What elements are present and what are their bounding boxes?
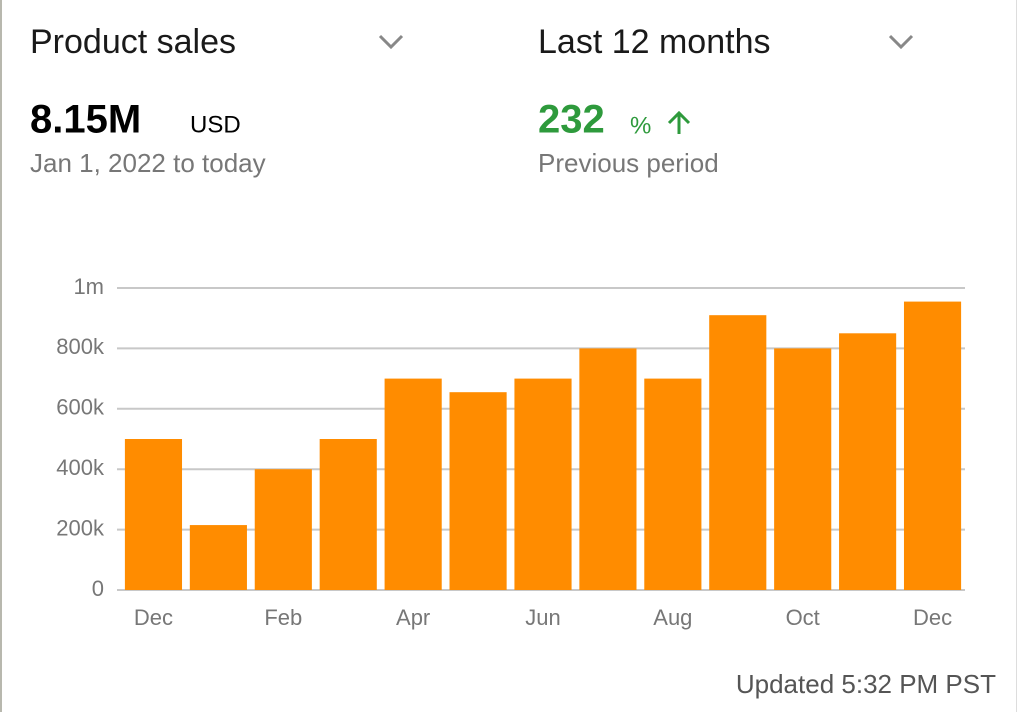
period-selector[interactable]: Last 12 months (538, 23, 770, 61)
change: 232 (538, 98, 605, 142)
x-tick-label: Feb (264, 605, 302, 630)
currency: USD (190, 111, 241, 138)
updated: Updated 5:32 PM PST (736, 669, 996, 699)
y-tick-label: 0 (92, 576, 104, 601)
x-tick-label: Apr (396, 605, 430, 630)
x-tick-label: Jun (525, 605, 560, 630)
bar (514, 378, 572, 590)
bar (319, 439, 377, 590)
bar (254, 469, 312, 590)
bar (839, 333, 897, 590)
bar (709, 315, 767, 590)
chevron[interactable] (378, 34, 404, 50)
y-tick-label: 200k (56, 515, 105, 540)
y-tick-label: 400k (56, 455, 105, 480)
total: 8.15M (30, 98, 141, 142)
metric-selector[interactable]: Product sales (30, 23, 236, 61)
y-tick-label: 1m (73, 274, 104, 299)
change-unit: % (630, 112, 651, 139)
bar (449, 392, 507, 590)
chevron[interactable] (888, 34, 914, 50)
y-tick-label: 800k (56, 334, 105, 359)
x-tick-label: Dec (134, 605, 173, 630)
x-tick-label: Dec (913, 605, 952, 630)
y-tick-label: 600k (56, 395, 105, 420)
bar (903, 301, 962, 590)
date-range: Jan 1, 2022 to today (30, 148, 266, 178)
bar (579, 348, 637, 590)
bar (384, 378, 442, 590)
change-label: Previous period (538, 148, 719, 178)
x-tick-label: Oct (786, 605, 820, 630)
bar (774, 348, 832, 590)
bar (189, 525, 247, 590)
bar (644, 378, 702, 590)
x-tick-label: Aug (653, 605, 692, 630)
up-arrow (667, 110, 691, 134)
bar (124, 439, 183, 590)
